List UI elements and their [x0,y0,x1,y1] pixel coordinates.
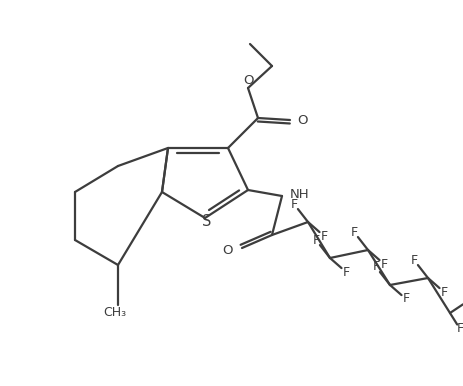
Text: F: F [313,234,319,247]
Text: F: F [381,257,388,271]
Text: NH: NH [290,188,310,200]
Text: O: O [223,244,233,257]
Text: F: F [350,225,357,239]
Text: O: O [297,115,307,127]
Text: F: F [290,198,298,210]
Text: F: F [440,286,448,298]
Text: F: F [372,261,380,274]
Text: F: F [410,254,418,266]
Text: F: F [343,266,350,279]
Text: CH₃: CH₃ [103,306,126,320]
Text: O: O [244,74,254,88]
Text: F: F [402,293,410,305]
Text: F: F [320,230,327,242]
Text: F: F [457,322,463,335]
Text: S: S [202,213,212,229]
